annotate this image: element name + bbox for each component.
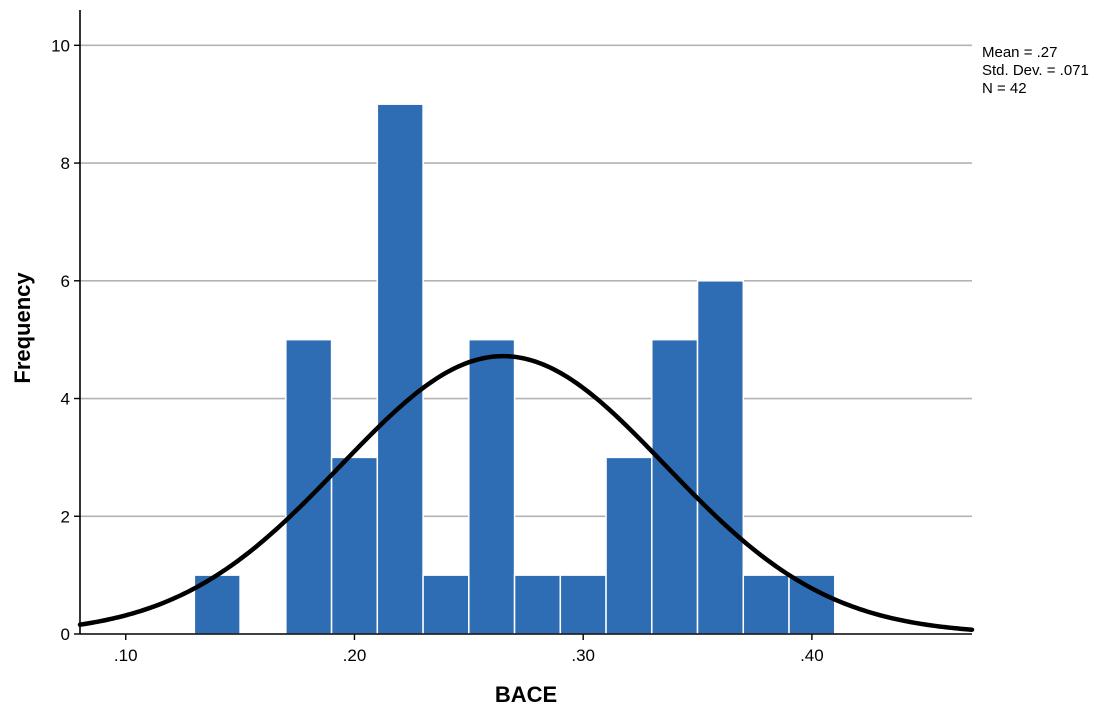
histogram-bar [696, 280, 745, 635]
y-tick-labels: 0 2 4 6 8 10 [51, 36, 80, 644]
histogram-bar [513, 574, 562, 635]
y-tick-label: 0 [61, 625, 70, 644]
stats-mean: Mean = .27 [982, 44, 1057, 61]
histogram-bar [468, 338, 516, 635]
normal-curve-layer [77, 353, 975, 632]
stats-std-dev: Std. Dev. = .071 [982, 62, 1089, 79]
histogram-bar [330, 456, 379, 635]
axes [79, 10, 972, 635]
x-axis-title: BACE [495, 682, 557, 707]
y-axis-title: Frequency [10, 272, 35, 384]
stats-box: Mean = .27 Std. Dev. = .071 N = 42 [982, 44, 1089, 97]
histogram-bar [788, 574, 836, 635]
histogram-bars [193, 103, 836, 635]
histogram-bar [651, 338, 699, 635]
histogram-bar [559, 574, 607, 635]
y-tick-label: 4 [61, 390, 70, 409]
x-tick-label: .20 [343, 646, 367, 665]
y-tick-label: 8 [61, 154, 70, 173]
normal-curve [77, 353, 975, 632]
histogram-bar [742, 574, 790, 635]
x-tick-label: .30 [571, 646, 595, 665]
y-tick-label: 10 [51, 36, 70, 55]
stats-n: N = 42 [982, 80, 1027, 97]
y-tick-label: 6 [61, 272, 70, 291]
histogram-bar [285, 338, 333, 635]
x-tick-label: .10 [114, 646, 138, 665]
x-tick-label: .40 [800, 646, 824, 665]
histogram-bar [376, 103, 424, 635]
grid-lines [80, 44, 972, 518]
histogram-bar [605, 456, 653, 635]
histogram-bar [422, 574, 470, 635]
y-tick-label: 2 [61, 507, 70, 526]
x-tick-labels: .10 .20 .30 .40 [114, 634, 824, 665]
